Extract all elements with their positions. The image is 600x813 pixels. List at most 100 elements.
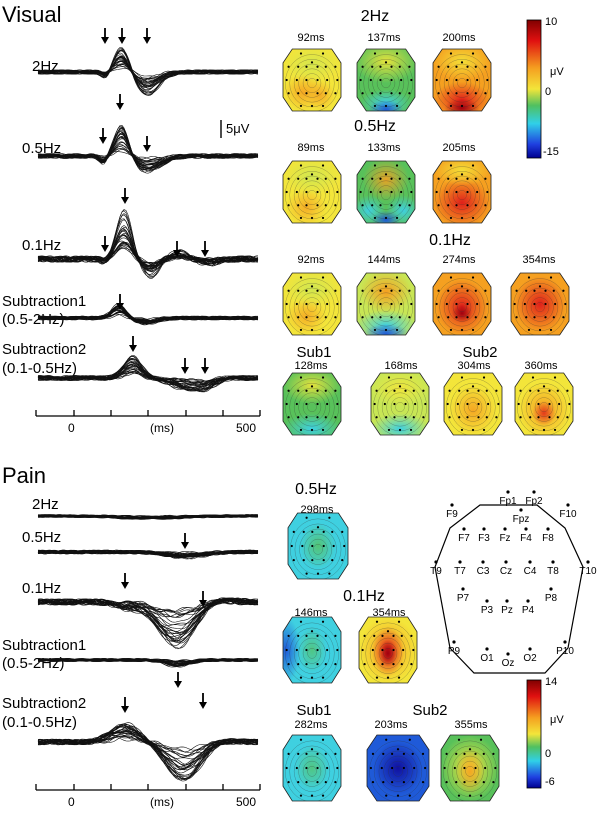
- pain-waveform-sub1: [37, 658, 259, 668]
- visual-time-axis: [35, 410, 261, 417]
- electrode-label-f9: F9: [446, 509, 458, 520]
- electrode-dot-c4: [528, 560, 532, 564]
- visual-map-title-05hz: 0.5Hz: [354, 118, 396, 135]
- pain-colorbar: [526, 679, 542, 789]
- pain-topomap-sub1-282ms: [282, 734, 342, 802]
- visual-arrow: [101, 236, 109, 252]
- visual-topomap-sub2-360ms: [514, 372, 574, 436]
- electrode-dot-fz: [503, 527, 507, 531]
- pain-condition-01hz: 0.1Hz: [22, 580, 62, 597]
- visual-topomap-01hz-274ms: [432, 272, 492, 336]
- electrode-label-f7: F7: [458, 533, 470, 544]
- electrode-label-f8: F8: [542, 533, 554, 544]
- electrode-label-fpz: Fpz: [512, 514, 530, 525]
- pain-arrow: [121, 573, 129, 589]
- electrode-label-p7: P7: [456, 593, 470, 604]
- electrode-dot-fpz: [519, 508, 523, 512]
- visual-axis-tick-ms: (ms): [150, 421, 174, 435]
- electrode-dot-p9: [452, 640, 456, 644]
- electrode-label-p8: P8: [544, 593, 558, 604]
- visual-waveform-2hz: [37, 47, 259, 96]
- electrode-dot-pz: [505, 599, 509, 603]
- visual-topomap-05hz-89ms: [282, 160, 342, 224]
- pain-condition-sub2-detail: (0.1-0.5Hz): [2, 714, 78, 731]
- visual-latency: 133ms: [367, 142, 401, 154]
- visual-latency: 137ms: [367, 32, 401, 44]
- pain-arrow: [199, 591, 207, 607]
- visual-latency: 304ms: [457, 360, 491, 372]
- electrode-dot-t9: [434, 560, 438, 564]
- visual-latency: 205ms: [442, 142, 476, 154]
- visual-section-title: Visual: [2, 2, 62, 27]
- visual-scale-bar-label: 5μV: [226, 121, 250, 136]
- electrode-dot-p7: [461, 587, 465, 591]
- visual-colorbar-mid: 0: [545, 86, 552, 98]
- visual-arrow: [99, 128, 107, 144]
- pain-topomap-sub2-203ms: [366, 734, 430, 802]
- visual-arrow: [201, 241, 209, 257]
- electrode-label-fp2: Fp2: [525, 496, 543, 507]
- electrode-dot-o2: [528, 647, 532, 651]
- electrode-dot-o1: [485, 647, 489, 651]
- visual-condition-sub1: Subtraction1: [2, 293, 87, 310]
- visual-arrow: [121, 188, 129, 204]
- electrode-dot-c3: [481, 560, 485, 564]
- pain-map-title-sub2: Sub2: [412, 702, 448, 719]
- visual-condition-sub2: Subtraction2: [2, 341, 87, 358]
- pain-latency: 282ms: [294, 719, 328, 731]
- electrode-dot-p10: [563, 640, 567, 644]
- electrode-label-p3: P3: [480, 605, 494, 616]
- pain-latency: 355ms: [454, 719, 488, 731]
- pain-topomap-05hz-298ms: [287, 512, 349, 580]
- visual-topomap-05hz-133ms: [356, 160, 416, 224]
- pain-latency: 203ms: [374, 719, 408, 731]
- electrode-dot-cz: [504, 560, 508, 564]
- visual-waveform-01hz: [37, 209, 259, 279]
- visual-topomap-sub2-304ms: [443, 372, 503, 436]
- pain-condition-05hz: 0.5Hz: [22, 529, 62, 546]
- electrode-dot-f9: [450, 503, 454, 507]
- visual-arrow: [101, 28, 109, 44]
- electrode-dot-f4: [524, 527, 528, 531]
- pain-colorbar-unit: μV: [550, 714, 564, 726]
- electrode-dot-t7: [458, 560, 462, 564]
- electrode-dot-oz: [506, 652, 510, 656]
- visual-arrow: [118, 28, 126, 44]
- pain-map-title-01hz: 0.1Hz: [343, 588, 385, 605]
- visual-arrow: [201, 358, 209, 374]
- electrode-label-f3: F3: [478, 533, 490, 544]
- electrode-dot-f3: [482, 527, 486, 531]
- pain-latency: 146ms: [294, 607, 328, 619]
- visual-map-title-sub1: Sub1: [296, 344, 332, 361]
- electrode-label-t7: T7: [454, 566, 466, 577]
- visual-arrow: [143, 136, 151, 152]
- electrode-dot-p4: [526, 599, 530, 603]
- pain-axis-tick-500: 500: [236, 795, 257, 809]
- visual-arrow: [129, 336, 137, 352]
- visual-topomap-2hz-92ms: [282, 48, 342, 112]
- visual-waveform-05hz: [37, 124, 259, 174]
- visual-arrow: [116, 294, 124, 310]
- electrode-montage: [434, 490, 590, 674]
- electrode-label-cz: Cz: [499, 566, 513, 577]
- visual-condition-sub2-detail: (0.1-0.5Hz): [2, 360, 78, 377]
- pain-colorbar-max: 14: [545, 676, 558, 688]
- visual-colorbar: [526, 19, 542, 159]
- visual-waveform-sub2: [37, 355, 259, 393]
- pain-latency: 354ms: [372, 607, 406, 619]
- electrode-label-p4: P4: [521, 605, 535, 616]
- electrode-label-oz: Oz: [501, 658, 515, 669]
- visual-latency: 144ms: [367, 254, 401, 266]
- electrode-dot-f7: [462, 527, 466, 531]
- pain-colorbar-mid: 0: [545, 748, 552, 760]
- visual-topomap-sub1-128ms: [282, 372, 342, 436]
- visual-latency: 92ms: [297, 32, 325, 44]
- pain-arrow: [199, 693, 207, 709]
- visual-arrow: [116, 94, 124, 110]
- pain-colorbar-min: -6: [545, 776, 555, 788]
- visual-topomap-01hz-92ms: [282, 272, 342, 336]
- pain-map-title-sub1: Sub1: [296, 702, 332, 719]
- electrode-dot-t10: [586, 560, 590, 564]
- pain-topomap-sub2-355ms: [440, 734, 500, 802]
- visual-colorbar-min: -15: [543, 146, 559, 158]
